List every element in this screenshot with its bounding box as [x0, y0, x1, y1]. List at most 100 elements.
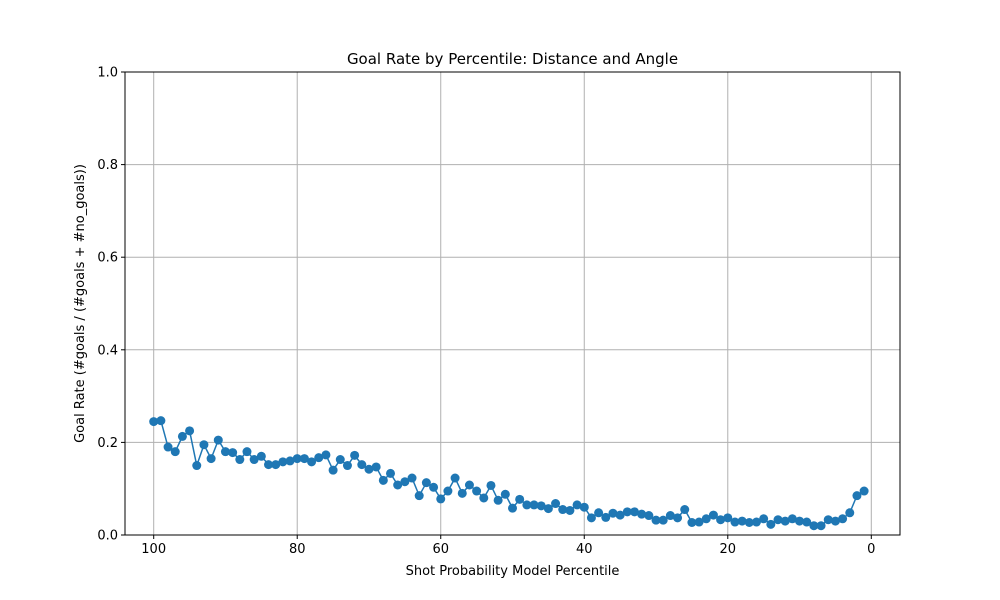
data-point: [608, 508, 618, 518]
data-point: [450, 473, 460, 483]
data-point: [464, 480, 474, 490]
x-tick-label: 100: [141, 542, 166, 557]
data-point: [335, 455, 345, 465]
data-point: [515, 494, 525, 504]
data-point: [730, 517, 740, 527]
data-point: [472, 486, 482, 496]
data-point: [809, 521, 819, 531]
data-point: [622, 507, 632, 517]
data-point: [192, 461, 202, 471]
data-point: [787, 514, 797, 524]
data-point: [213, 435, 223, 445]
data-point: [615, 510, 625, 520]
data-point: [285, 456, 295, 466]
data-point: [371, 462, 381, 472]
data-point: [508, 503, 517, 513]
data-point: [852, 491, 862, 501]
data-point: [522, 500, 532, 510]
data-point: [429, 482, 439, 492]
data-point: [299, 454, 309, 464]
data-point: [536, 501, 546, 511]
data-point: [601, 512, 611, 522]
chart-title: Goal Rate by Percentile: Distance and An…: [347, 50, 678, 68]
data-point: [637, 509, 647, 519]
data-point: [242, 447, 252, 457]
data-point: [594, 508, 604, 518]
data-point: [457, 488, 467, 498]
x-tick-label: 60: [432, 542, 449, 557]
data-point: [629, 507, 639, 517]
data-point: [249, 455, 259, 465]
data-point: [687, 517, 697, 527]
y-tick-label: 0.6: [97, 251, 118, 266]
data-point: [185, 426, 195, 436]
data-point: [436, 494, 446, 504]
data-point: [357, 460, 367, 470]
y-tick-label: 0.2: [97, 436, 118, 451]
data-point: [543, 504, 553, 514]
data-point: [708, 510, 718, 520]
data-point: [838, 514, 848, 524]
data-point: [823, 515, 833, 525]
data-point: [421, 478, 431, 488]
data-point: [572, 500, 582, 510]
data-point: [665, 511, 675, 521]
data-point: [565, 505, 575, 515]
data-point: [500, 489, 510, 499]
data-point: [328, 465, 338, 475]
y-tick-label: 0.0: [97, 529, 118, 544]
data-point: [579, 502, 589, 512]
data-point: [830, 516, 840, 526]
data-point: [256, 451, 266, 461]
data-point: [170, 447, 180, 457]
data-point: [364, 464, 374, 474]
data-point: [751, 517, 761, 527]
data-point: [443, 486, 453, 496]
series-goal-rate: [149, 416, 869, 531]
data-point: [479, 493, 489, 503]
data-point: [845, 508, 855, 518]
x-tick-label: 40: [576, 542, 593, 557]
y-tick-label: 0.4: [97, 343, 118, 358]
data-point: [658, 515, 668, 525]
data-point: [228, 448, 238, 458]
data-point: [400, 477, 410, 487]
data-point: [673, 513, 683, 523]
data-point: [156, 416, 166, 426]
data-point: [644, 511, 654, 521]
y-axis-label: Goal Rate (#goals / (#goals + #no_goals)…: [73, 164, 88, 443]
data-point: [780, 516, 790, 526]
x-axis-label: Shot Probability Model Percentile: [406, 564, 620, 579]
data-point: [651, 515, 661, 525]
axis-ticks: 100 80 60 40 20 0 0.0 0.2 0.4 0.6 0.8 1.0: [97, 66, 875, 558]
data-point: [350, 450, 360, 460]
data-point: [737, 516, 747, 526]
data-point: [414, 491, 424, 501]
data-point: [558, 505, 568, 515]
data-point: [278, 457, 288, 467]
data-point: [551, 499, 561, 509]
data-point: [235, 455, 245, 465]
data-point: [816, 521, 826, 531]
data-point: [199, 440, 209, 450]
data-point: [493, 495, 503, 505]
data-point: [529, 500, 539, 510]
x-tick-label: 0: [867, 542, 875, 557]
x-tick-label: 20: [720, 542, 737, 557]
data-point: [773, 515, 783, 525]
data-point: [149, 417, 159, 427]
data-point: [723, 513, 733, 523]
data-point: [163, 442, 173, 452]
data-point: [766, 519, 776, 529]
data-point: [802, 517, 812, 527]
data-point: [292, 454, 302, 464]
data-point: [206, 454, 216, 464]
data-point: [486, 480, 496, 490]
plot-frame: [124, 71, 901, 536]
data-point: [271, 460, 281, 470]
data-point: [680, 505, 690, 515]
x-tick-label: 80: [289, 542, 306, 557]
data-point: [220, 447, 230, 457]
data-point: [859, 486, 869, 496]
